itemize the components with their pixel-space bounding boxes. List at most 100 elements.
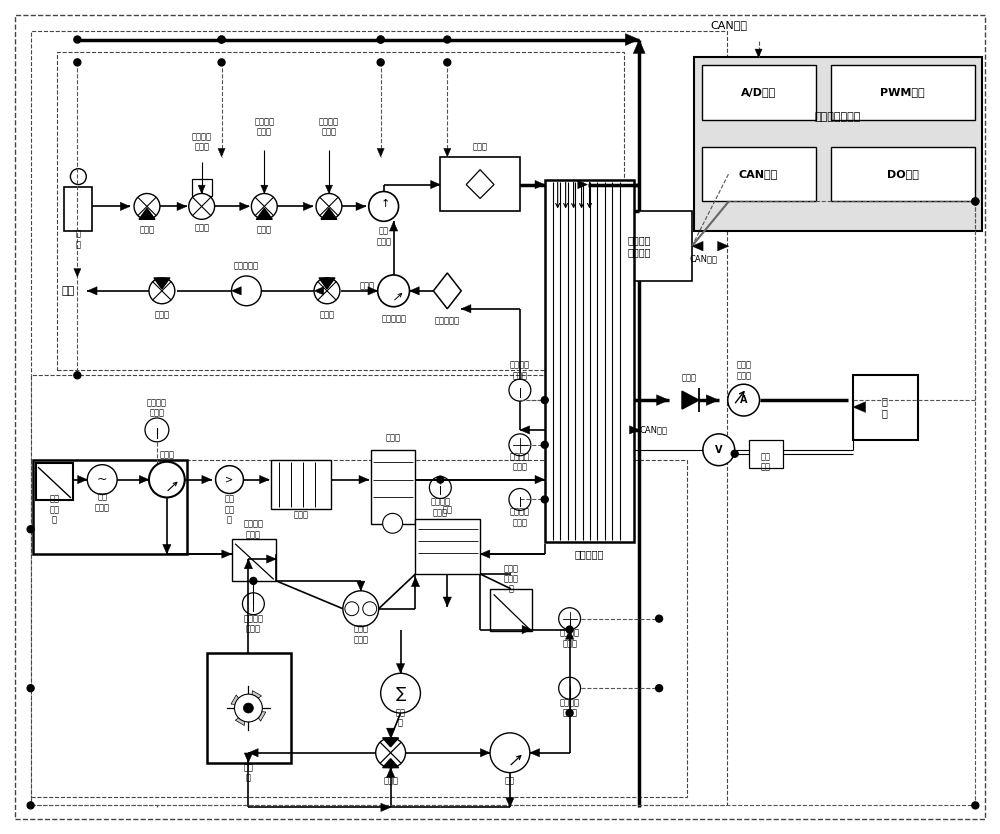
Polygon shape [853,402,866,413]
Polygon shape [657,394,669,405]
Polygon shape [319,278,335,289]
Polygon shape [431,180,440,188]
Text: V: V [715,445,723,455]
Polygon shape [359,475,369,484]
Text: 气水分离器: 气水分离器 [435,316,460,325]
Text: 节温器: 节温器 [383,776,398,785]
Circle shape [972,198,979,205]
Polygon shape [682,391,699,409]
Polygon shape [202,475,212,484]
Polygon shape [163,545,171,554]
Text: 水箱: 水箱 [442,505,452,514]
Text: ∑: ∑ [395,686,406,701]
Circle shape [149,278,175,304]
Text: A/D模块: A/D模块 [741,88,776,98]
Circle shape [377,36,384,43]
Circle shape [444,59,451,66]
Polygon shape [120,202,130,210]
Polygon shape [244,559,253,569]
Text: 负
载: 负 载 [882,396,888,418]
Circle shape [316,193,342,219]
Polygon shape [578,180,588,188]
Polygon shape [480,749,490,757]
Text: 去离子
过滤器: 去离子 过滤器 [353,625,368,644]
Bar [371,450,415,525]
Circle shape [74,36,81,43]
Text: DO模块: DO模块 [887,168,919,178]
Polygon shape [411,577,420,586]
Polygon shape [256,208,272,219]
Text: 第三温度
传感器: 第三温度 传感器 [510,360,530,380]
Bar [415,520,480,574]
Text: 第二颗粒
过滤器: 第二颗粒 过滤器 [243,520,263,539]
Circle shape [377,59,384,66]
Circle shape [559,677,581,699]
Text: 第五压力
传感器: 第五压力 传感器 [560,629,580,648]
Circle shape [189,193,215,219]
Circle shape [27,802,34,809]
Text: CAN模块: CAN模块 [739,168,778,178]
Polygon shape [321,208,337,219]
Text: PWM模块: PWM模块 [880,88,925,98]
Polygon shape [248,749,258,757]
Circle shape [541,496,548,503]
Circle shape [27,685,34,691]
Bar [31,31,727,806]
Bar [831,147,975,202]
Bar [192,178,212,197]
Circle shape [972,198,979,205]
Polygon shape [139,208,155,219]
Circle shape [566,710,573,716]
Polygon shape [314,287,324,295]
Circle shape [429,476,451,499]
Polygon shape [755,49,762,58]
Polygon shape [692,241,703,251]
Text: 单片电压
巡检单元: 单片电压 巡检单元 [627,235,651,257]
Text: 第二温度
传感器: 第二温度 传感器 [430,498,450,517]
Text: 第三压力
传感器: 第三压力 传感器 [319,118,339,137]
Circle shape [363,602,377,615]
Text: 第一压力
传感器: 第一压力 传感器 [192,132,212,152]
Polygon shape [506,797,514,807]
Circle shape [509,489,531,510]
Text: 第二压力
传感器: 第二压力 传感器 [254,118,274,137]
Circle shape [145,418,169,442]
Text: 第四压力
传感器: 第四压力 传感器 [510,452,530,471]
Circle shape [377,36,384,43]
Polygon shape [251,691,262,703]
Circle shape [972,802,979,809]
Bar [271,460,331,510]
Circle shape [345,602,359,615]
Polygon shape [235,713,245,726]
Polygon shape [443,597,451,606]
Bar [702,65,816,120]
Polygon shape [706,394,719,405]
Circle shape [437,476,444,483]
Polygon shape [386,728,395,738]
Polygon shape [254,711,266,721]
Circle shape [383,514,403,533]
Circle shape [541,397,548,404]
Polygon shape [261,185,268,193]
Text: 第六温度
传感器: 第六温度 传感器 [243,614,263,633]
Text: 第五温度
传感器: 第五温度 传感器 [560,698,580,718]
Circle shape [509,434,531,455]
Polygon shape [535,475,545,484]
Circle shape [559,608,581,630]
Text: ~: ~ [97,473,107,486]
Circle shape [656,685,663,691]
Polygon shape [444,148,451,157]
Polygon shape [396,664,405,673]
Polygon shape [381,803,391,811]
Bar [36,463,73,500]
Polygon shape [625,33,639,46]
Bar [33,460,187,554]
Bar [31,460,687,797]
Polygon shape [232,287,241,295]
Circle shape [218,36,225,43]
Bar [490,589,532,631]
Text: 第二
三通
阀: 第二 三通 阀 [225,495,235,525]
Polygon shape [260,475,269,484]
Bar [232,539,276,581]
Text: 开关阀: 开关阀 [139,226,154,234]
